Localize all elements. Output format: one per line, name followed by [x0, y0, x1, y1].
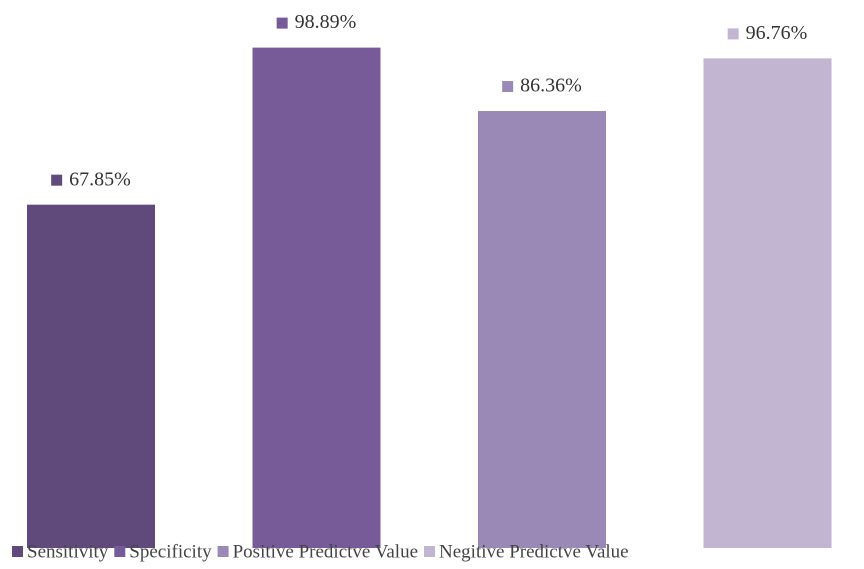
bar — [478, 111, 606, 548]
legend-swatch — [114, 546, 126, 557]
data-label: 96.76% — [746, 22, 808, 44]
legend-swatch — [217, 546, 229, 557]
data-label: 67.85% — [69, 168, 131, 190]
data-label: 98.89% — [295, 11, 357, 33]
data-label-swatch — [727, 28, 739, 40]
data-label-swatch — [51, 174, 63, 186]
bar — [252, 47, 381, 548]
bar — [27, 204, 155, 548]
legend-label: Positive Predictve Value — [233, 541, 418, 562]
legend-label: Negitive Predictve Value — [439, 541, 629, 562]
legend-swatch — [424, 546, 436, 557]
data-label: 86.36% — [520, 75, 582, 97]
legend-swatch — [12, 546, 23, 557]
bar — [703, 58, 832, 548]
legend-label: Sensitivity — [27, 541, 109, 562]
legend-label: Specificity — [129, 541, 212, 562]
data-label-swatch — [276, 17, 288, 29]
data-label-swatch — [502, 81, 514, 93]
